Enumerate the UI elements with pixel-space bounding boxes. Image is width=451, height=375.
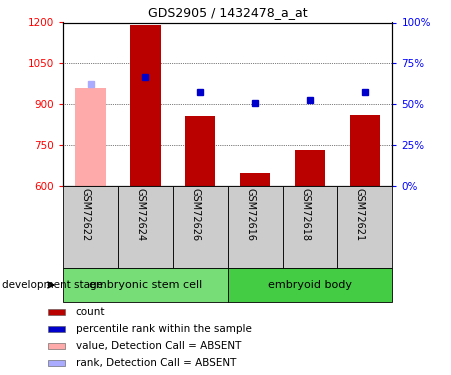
Bar xyxy=(173,186,228,268)
Text: percentile rank within the sample: percentile rank within the sample xyxy=(76,324,252,334)
Text: GSM72618: GSM72618 xyxy=(300,188,310,241)
Bar xyxy=(63,186,118,268)
Bar xyxy=(283,186,337,268)
Text: GSM72624: GSM72624 xyxy=(135,188,146,241)
Bar xyxy=(118,186,173,268)
Bar xyxy=(228,186,283,268)
Text: embryonic stem cell: embryonic stem cell xyxy=(89,280,202,290)
Bar xyxy=(130,25,161,186)
Bar xyxy=(228,268,392,302)
Bar xyxy=(337,186,392,268)
Text: GSM72626: GSM72626 xyxy=(190,188,200,241)
Title: GDS2905 / 1432478_a_at: GDS2905 / 1432478_a_at xyxy=(148,6,308,18)
Text: development stage: development stage xyxy=(2,280,103,290)
Text: value, Detection Call = ABSENT: value, Detection Call = ABSENT xyxy=(76,341,241,351)
Text: count: count xyxy=(76,307,105,317)
Bar xyxy=(63,268,228,302)
Text: GSM72621: GSM72621 xyxy=(355,188,365,241)
Text: GSM72622: GSM72622 xyxy=(81,188,91,242)
Bar xyxy=(240,173,270,186)
Bar xyxy=(185,116,216,186)
Bar xyxy=(75,88,106,186)
Bar xyxy=(48,360,64,366)
Bar xyxy=(48,309,64,315)
Bar xyxy=(48,343,64,349)
Text: GSM72616: GSM72616 xyxy=(245,188,255,241)
Bar xyxy=(48,326,64,332)
Bar xyxy=(350,115,380,186)
Bar xyxy=(295,150,325,186)
Text: embryoid body: embryoid body xyxy=(268,280,352,290)
Text: rank, Detection Call = ABSENT: rank, Detection Call = ABSENT xyxy=(76,358,236,368)
